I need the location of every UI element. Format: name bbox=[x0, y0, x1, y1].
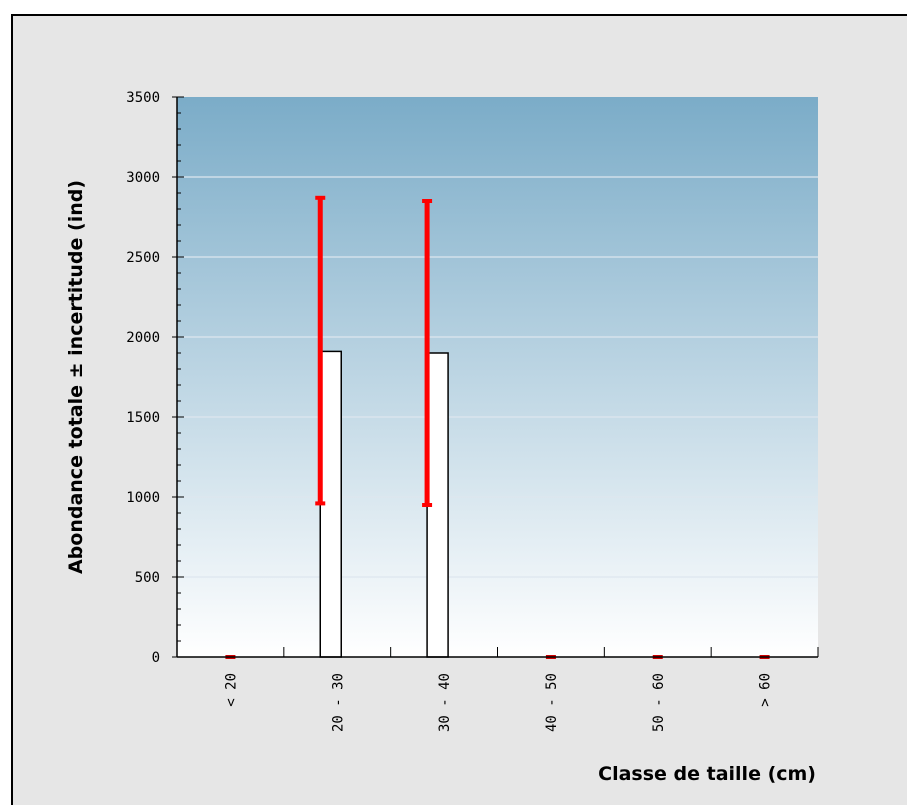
plot-area bbox=[177, 97, 818, 657]
y-tick-label: 3500 bbox=[126, 90, 160, 106]
x-tick-label: > 60 bbox=[758, 673, 774, 707]
gridlines bbox=[177, 176, 818, 578]
x-tick-label: < 20 bbox=[223, 673, 239, 707]
y-tick-labels: 0 500 1000 1500 2000 2500 3000 3500 bbox=[126, 90, 160, 666]
y-tick-label: 1000 bbox=[126, 490, 160, 506]
x-tick-labels: < 20 20 - 30 30 - 40 40 - 50 50 - 60 > 60 bbox=[223, 673, 773, 732]
x-axis-title: Classe de taille (cm) bbox=[598, 763, 816, 785]
y-tick-label: 3000 bbox=[126, 170, 160, 186]
x-tick-label: 30 - 40 bbox=[437, 673, 453, 732]
x-tick-label: 40 - 50 bbox=[544, 673, 560, 732]
x-tick-label: 20 - 30 bbox=[330, 673, 346, 732]
x-tick-label: 50 - 60 bbox=[651, 673, 667, 732]
y-tick-label: 1500 bbox=[126, 410, 160, 426]
y-axis-title: Abondance totale ± incertitude (ind) bbox=[65, 180, 87, 574]
y-tick-label: 0 bbox=[152, 650, 160, 666]
axes bbox=[172, 96, 819, 658]
y-tick-label: 2500 bbox=[126, 250, 160, 266]
y-tick-label: 2000 bbox=[126, 330, 160, 346]
y-tick-label: 500 bbox=[135, 570, 160, 586]
